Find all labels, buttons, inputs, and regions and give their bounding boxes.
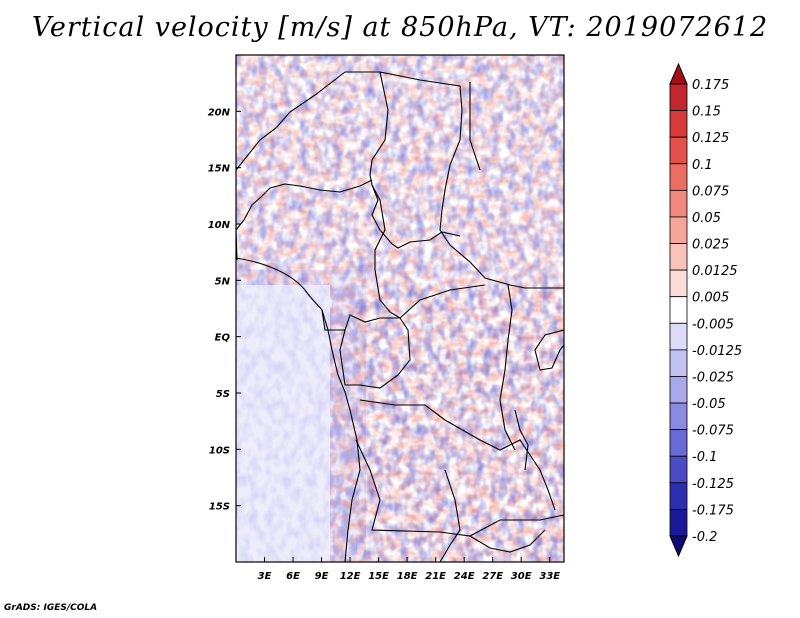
x-tick-label: 27E bbox=[482, 571, 503, 582]
colorbar-segment bbox=[669, 509, 688, 537]
colorbar-segment bbox=[669, 163, 688, 191]
y-tick-label: 10S bbox=[209, 445, 230, 456]
colorbar-segment bbox=[669, 136, 688, 165]
colorbar-label: -0.125 bbox=[692, 477, 734, 492]
colorbar-label: -0.1 bbox=[692, 450, 717, 465]
colorbar-segment bbox=[669, 482, 688, 510]
colorbar-segment bbox=[669, 322, 688, 351]
colorbar-label: -0.025 bbox=[692, 370, 734, 385]
y-tick-label: 20N bbox=[208, 107, 231, 118]
x-tick-label: 3E bbox=[258, 571, 272, 582]
colorbar-segment bbox=[669, 83, 688, 111]
y-tick-label: EQ bbox=[215, 333, 231, 344]
chart-title: Vertical velocity [m/s] at 850hPa, VT: 2… bbox=[31, 12, 769, 43]
colorbar-label: -0.2 bbox=[692, 530, 717, 545]
colorbar-segment bbox=[669, 429, 688, 457]
colorbar-label: 0.0125 bbox=[692, 264, 738, 279]
colorbar-label: 0.175 bbox=[692, 78, 729, 93]
y-tick-label: 10N bbox=[208, 220, 231, 231]
colorbar-segment bbox=[669, 110, 688, 138]
y-tick-label: 5S bbox=[216, 389, 230, 400]
x-tick-label: 18E bbox=[397, 571, 418, 582]
x-tick-label: 24E bbox=[454, 571, 475, 582]
map-field bbox=[236, 55, 564, 562]
colorbar-label: 0.05 bbox=[692, 211, 721, 226]
colorbar-label: 0.025 bbox=[692, 238, 729, 253]
colorbar-segment bbox=[669, 269, 688, 298]
colorbar-segment bbox=[669, 243, 688, 271]
colorbar-label: 0.1 bbox=[692, 158, 713, 173]
colorbar-segment bbox=[669, 349, 688, 377]
colorbar: 0.175 0.15 0.125 0.1 0.075 0.05 0.025 0.0125 0.0… bbox=[669, 62, 742, 558]
colorbar-segment bbox=[669, 455, 688, 484]
colorbar-segment bbox=[669, 216, 688, 244]
colorbar-label: 0.125 bbox=[692, 131, 729, 146]
colorbar-label: 0.15 bbox=[692, 105, 721, 120]
colorbar-label: -0.005 bbox=[692, 317, 734, 332]
colorbar-label: 0.075 bbox=[692, 184, 729, 199]
y-tick-label: 15S bbox=[209, 502, 230, 513]
y-axis: 20N 15N 10N 5N EQ 5S 10S 15S bbox=[208, 107, 241, 513]
x-tick-label: 33E bbox=[539, 571, 560, 582]
colorbar-label: -0.0125 bbox=[692, 344, 742, 359]
map-boundaries bbox=[236, 71, 564, 562]
colorbar-label: -0.05 bbox=[692, 397, 726, 412]
colorbar-max-arrow bbox=[669, 62, 688, 85]
x-tick-label: 6E bbox=[286, 571, 300, 582]
colorbar-label: -0.175 bbox=[692, 503, 734, 518]
x-tick-label: 15E bbox=[368, 571, 389, 582]
plot-frame bbox=[235, 54, 565, 563]
colorbar-segment bbox=[669, 402, 688, 431]
x-axis: 3E 6E 9E 12E 15E 18E 21E 24E 27E 30E 33E bbox=[258, 557, 560, 582]
x-tick-label: 30E bbox=[511, 571, 532, 582]
x-tick-label: 12E bbox=[340, 571, 361, 582]
grads-credit: GrADS: IGES/COLA bbox=[4, 603, 98, 613]
x-tick-label: 21E bbox=[425, 571, 446, 582]
colorbar-label: -0.075 bbox=[692, 424, 734, 439]
colorbar-segment bbox=[669, 296, 688, 324]
y-tick-label: 15N bbox=[208, 164, 231, 175]
colorbar-segment bbox=[669, 376, 688, 404]
colorbar-segment bbox=[669, 189, 688, 218]
colorbar-min-arrow bbox=[669, 535, 688, 558]
x-tick-label: 9E bbox=[315, 571, 329, 582]
y-tick-label: 5N bbox=[215, 276, 231, 287]
colorbar-label: 0.005 bbox=[692, 291, 729, 306]
